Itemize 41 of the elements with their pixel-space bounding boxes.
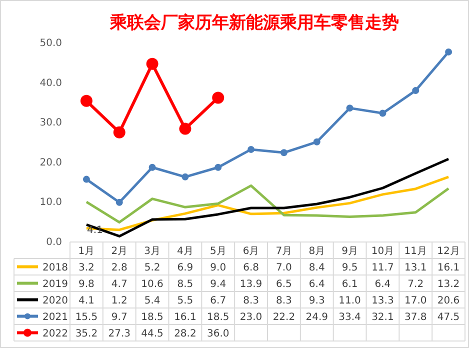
point	[148, 164, 156, 171]
point	[212, 92, 224, 104]
y-tick-label: 30.0	[40, 118, 62, 129]
point	[280, 149, 288, 156]
point	[214, 164, 222, 171]
x-tick-label: 6月	[242, 246, 260, 257]
legend-label: 2020	[42, 296, 68, 306]
point	[113, 126, 126, 138]
x-tick-label: 5月	[210, 246, 226, 257]
point	[182, 173, 189, 180]
x-tick-label: 10月	[371, 246, 394, 257]
y-tick-label: 40.0	[40, 78, 62, 89]
x-tick-label: 9月	[342, 246, 358, 257]
y-tick-label: 10.0	[40, 197, 62, 208]
point	[445, 48, 452, 56]
legend-label: 2022	[42, 328, 68, 340]
legend-label: 2019	[42, 279, 68, 290]
x-tick-label: 8月	[308, 246, 326, 257]
point	[248, 146, 255, 153]
point	[80, 94, 92, 107]
y-tick-label: 20.0	[40, 157, 62, 168]
point	[412, 87, 420, 94]
point	[179, 122, 192, 135]
y-tick-label: 50.0	[40, 38, 62, 49]
point	[116, 198, 123, 206]
point	[379, 110, 386, 117]
x-tick-label: 12月	[437, 246, 460, 257]
x-tick-label: 2月	[111, 246, 128, 257]
x-tick-label: 11月	[404, 246, 427, 257]
y-tick-label: 0.0	[46, 237, 62, 248]
point	[82, 176, 90, 183]
point	[313, 138, 320, 146]
x-tick-label: 7月	[276, 246, 292, 257]
x-tick-label: 4月	[177, 246, 194, 257]
x-tick-label: 3月	[144, 246, 160, 257]
point	[346, 104, 354, 112]
legend-label: 2021	[42, 312, 68, 323]
chart-title: 乘联会厂家历年新能源乘用车零售走势	[109, 13, 399, 33]
point	[146, 58, 158, 70]
legend-label: 2018	[42, 262, 68, 274]
x-tick-label: 1月	[78, 246, 95, 257]
